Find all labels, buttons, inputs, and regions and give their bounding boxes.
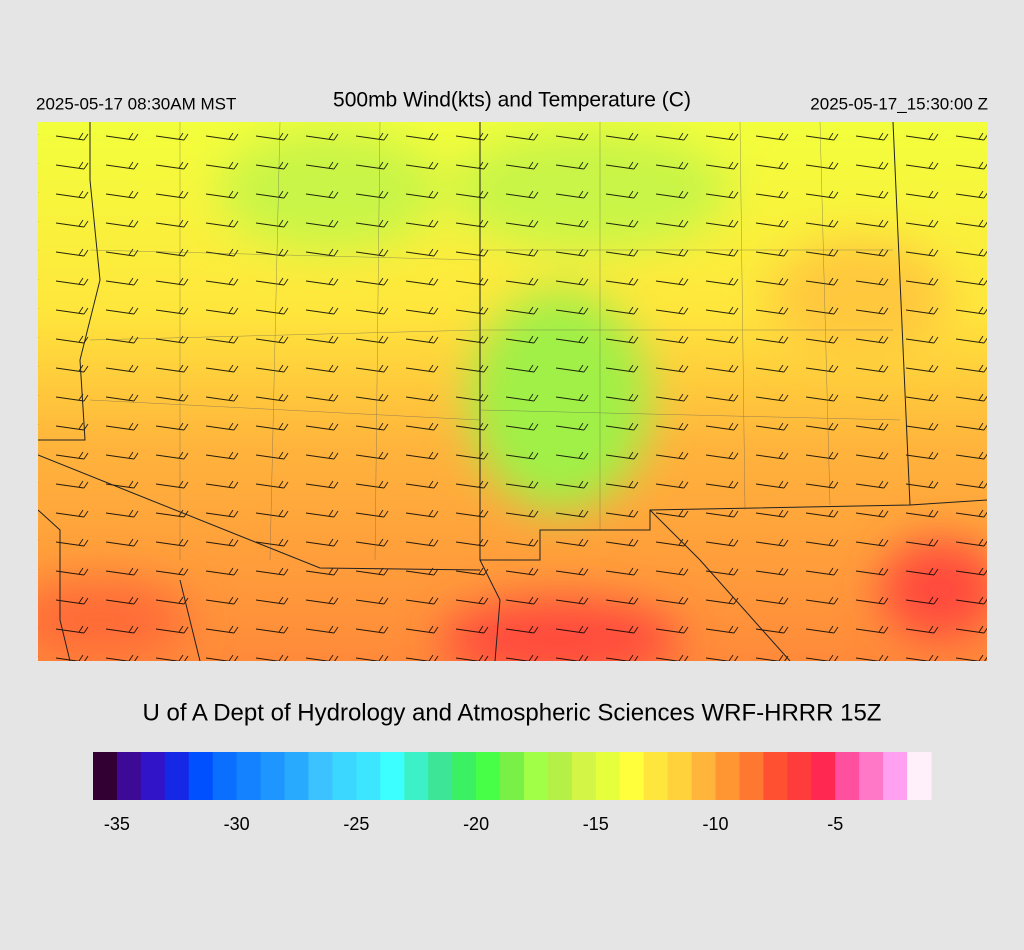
colorbar-swatch <box>811 752 836 800</box>
colorbar-swatch <box>308 752 333 800</box>
colorbar-swatch <box>116 752 142 800</box>
map-title: 500mb Wind(kts) and Temperature (C) <box>333 89 691 112</box>
colorbar-swatch <box>284 752 309 800</box>
colorbar-tick-label: -25 <box>343 814 369 834</box>
colorbar-tick-label: -35 <box>104 814 130 834</box>
borders <box>38 122 987 661</box>
colorbar-tick-label: -15 <box>583 814 609 834</box>
colorbar-swatch <box>739 752 764 800</box>
colorbar-swatch <box>500 752 525 800</box>
colorbar-swatch <box>691 752 717 800</box>
colorbar-swatch <box>188 752 214 800</box>
wind-barbs <box>38 122 987 661</box>
colorbar-swatch <box>212 752 238 800</box>
colorbar-swatch <box>380 752 405 800</box>
colorbar-swatch <box>907 752 932 800</box>
colorbar-swatch <box>643 752 669 800</box>
colorbar-swatch <box>452 752 477 800</box>
colorbar-swatch <box>763 752 788 800</box>
colorbar-tick-label: -20 <box>463 814 489 834</box>
colorbar-swatch <box>835 752 860 800</box>
colorbar-swatch <box>332 752 357 800</box>
county-lines <box>89 122 901 561</box>
colorbar-swatch <box>236 752 262 800</box>
credit: U of A Dept of Hydrology and Atmospheric… <box>143 699 882 726</box>
colorbar-swatch <box>523 752 549 800</box>
colorbar-swatch <box>164 752 190 800</box>
map <box>38 122 987 661</box>
colorbar-swatch <box>715 752 740 800</box>
colorbar-swatch <box>547 752 573 800</box>
colorbar-swatch <box>667 752 693 800</box>
local-time: 2025-05-17 08:30AM MST <box>36 94 236 113</box>
colorbar-swatch <box>93 752 118 800</box>
colorbar-swatch <box>356 752 381 800</box>
colorbar-swatch <box>595 752 621 800</box>
colorbar-swatch <box>859 752 884 800</box>
colorbar: -35 -30 -25 -20 -15 -10 -5 <box>93 752 932 834</box>
colorbar-tick-label: -30 <box>224 814 250 834</box>
colorbar-tick-label: -10 <box>703 814 729 834</box>
colorbar-tick-label: -5 <box>827 814 843 834</box>
colorbar-swatch <box>883 752 908 800</box>
colorbar-swatch <box>428 752 453 800</box>
colorbar-swatch <box>140 752 166 800</box>
colorbar-swatch <box>476 752 501 800</box>
utc-time: 2025-05-17_15:30:00 Z <box>810 94 988 113</box>
colorbar-swatch <box>260 752 286 800</box>
colorbar-swatch <box>571 752 597 800</box>
colorbar-swatch <box>404 752 429 800</box>
colorbar-swatch <box>787 752 812 800</box>
colorbar-swatch <box>619 752 645 800</box>
